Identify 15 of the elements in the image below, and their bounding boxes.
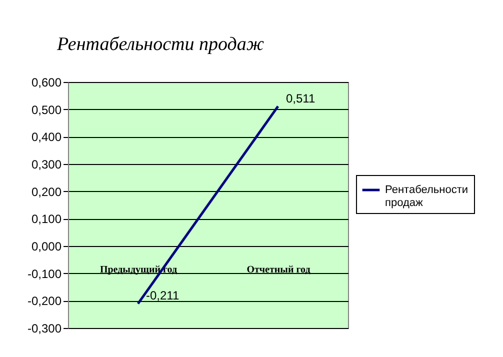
data-label: -0,211 xyxy=(146,288,180,303)
y-tick-label: 0,300 xyxy=(31,158,62,172)
y-tick-label: -0,200 xyxy=(27,294,62,308)
chart-title: Рентабельности продаж xyxy=(56,34,264,55)
y-tick-label: 0,000 xyxy=(31,240,62,254)
x-tick-label: Отчетный год xyxy=(246,264,310,276)
y-tick-label: -0,300 xyxy=(27,322,62,336)
y-tick-label: -0,100 xyxy=(27,266,62,281)
data-label: 0,511 xyxy=(286,91,316,106)
y-tick-label: 0,600 xyxy=(31,76,62,90)
y-tick-label: 0,400 xyxy=(31,130,62,144)
y-tick-label: 0,200 xyxy=(31,184,62,199)
y-tick-label: 0,100 xyxy=(31,212,62,226)
y-tick-label: 0,500 xyxy=(31,102,62,117)
legend-label: Рентабельности продаж xyxy=(385,184,468,209)
